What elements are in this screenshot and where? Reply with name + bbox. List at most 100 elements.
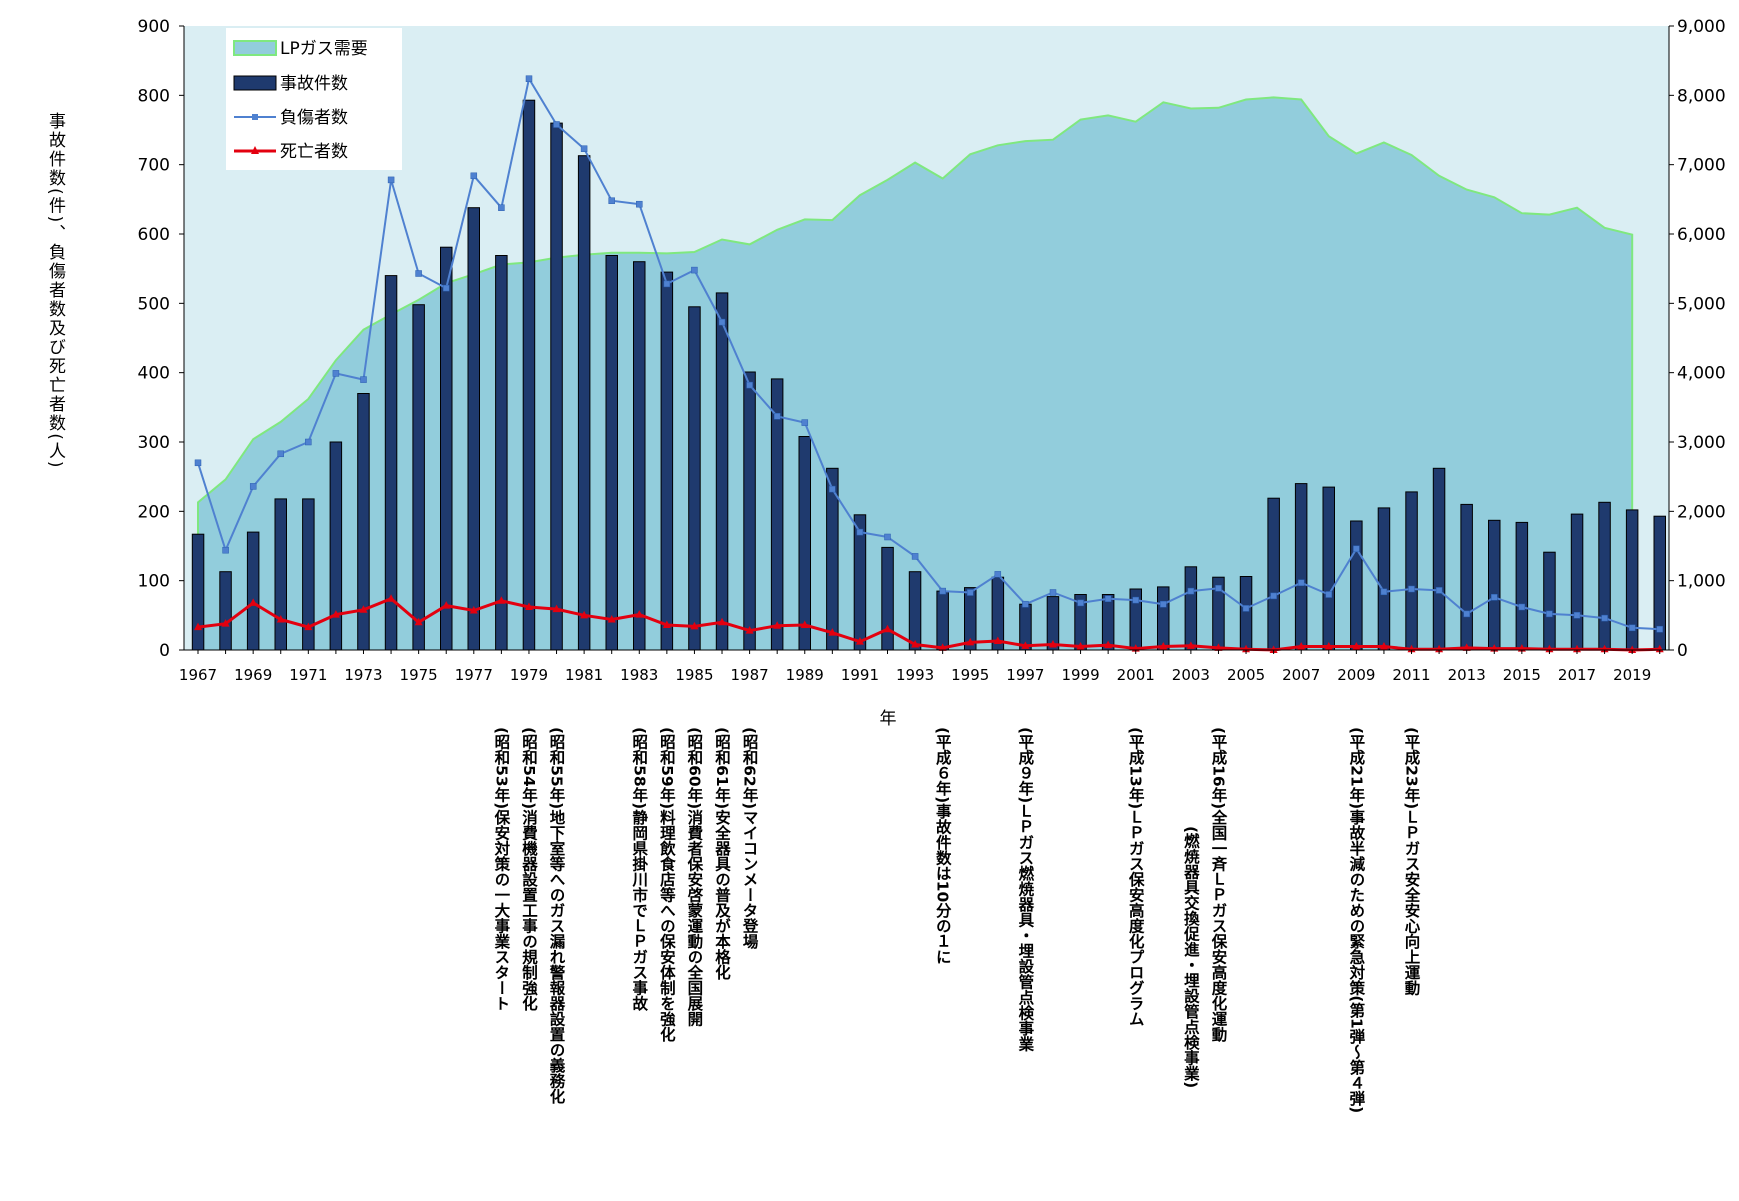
injured-point-1983 [636, 200, 643, 208]
bar-accidents-1993 [908, 571, 922, 651]
deaths-point-2010 [1379, 642, 1388, 650]
deaths-point-1972 [331, 610, 340, 618]
deaths-point-1988 [773, 621, 782, 629]
y-left-tick-label: 100 [138, 572, 170, 592]
injured-line [197, 76, 1660, 631]
bar-accidents-2007 [1294, 483, 1308, 651]
x-tick-label: 2003 [1172, 666, 1210, 684]
bar-accidents-1984 [660, 271, 674, 651]
injured-point-1976 [442, 284, 450, 292]
deaths-point-1968 [221, 619, 230, 627]
deaths-point-1981 [580, 610, 589, 619]
deaths-point-2000 [1104, 640, 1113, 649]
deaths-point-1978 [497, 596, 506, 604]
bar-accidents-2005 [1239, 576, 1253, 651]
y-right-tick-label: 9,000 [1677, 17, 1726, 37]
injured-point-2011 [1408, 585, 1415, 593]
deaths-point-1980 [552, 604, 561, 613]
annotation-1985: (昭和60年)消費者保安啓蒙運動の全国展開 [685, 727, 704, 1027]
annotation-1987: (昭和62年)マイコンメータ登場 [740, 727, 759, 949]
x-tick-label: 2009 [1337, 666, 1375, 684]
injured-point-1974 [387, 176, 395, 184]
deaths-point-1973 [359, 605, 368, 613]
injured-point-1984 [663, 280, 671, 288]
annotation-1984: (昭和59年)料理飲食店等への保安体制を強化 [657, 727, 676, 1042]
legend-marker-injured [252, 114, 258, 120]
annotation-2001: (平成13年)ＬＰガス保安高度化プログラム [1126, 727, 1145, 1027]
injured-point-2015 [1518, 603, 1526, 611]
injured-point-2007 [1297, 579, 1305, 586]
injured-point-2012 [1435, 587, 1443, 594]
bar-accidents-2003 [1184, 566, 1198, 651]
deaths-point-1969 [249, 598, 258, 606]
y-right-tick-label: 8,000 [1677, 86, 1726, 106]
bar-accidents-1976 [440, 246, 453, 651]
y-left-tick-label: 0 [159, 641, 170, 661]
x-tick-label: 1967 [179, 666, 217, 684]
bar-accidents-1969 [246, 531, 260, 651]
lpgas-demand-edge [197, 96, 1634, 651]
y-axis-left-label: 事故件数(件)、負傷者数及び死亡者数(人) [45, 112, 65, 470]
x-tick-label: 1969 [234, 666, 272, 684]
injured-point-1973 [360, 376, 367, 383]
x-tick-label: 1985 [675, 666, 713, 684]
deaths-point-1982 [607, 614, 616, 623]
injured-point-1986 [718, 318, 726, 326]
injured-point-2006 [1270, 592, 1277, 600]
injured-point-2002 [1160, 600, 1167, 608]
injured-point-2009 [1353, 545, 1360, 553]
injured-point-2005 [1242, 605, 1250, 612]
injured-point-1977 [470, 172, 478, 180]
bar-accidents-1972 [329, 441, 343, 651]
injured-point-1970 [277, 450, 284, 458]
deaths-point-2009 [1352, 642, 1361, 650]
bar-accidents-1979 [522, 99, 536, 651]
deaths-point-1995 [966, 637, 975, 646]
deaths-line [197, 596, 1660, 652]
x-tick-label: 1973 [344, 666, 382, 684]
deaths-point-1974 [387, 594, 396, 602]
injured-point-2019 [1628, 624, 1636, 632]
deaths-point-1977 [469, 605, 478, 614]
injured-point-1985 [691, 266, 698, 274]
deaths-point-2013 [1462, 643, 1471, 651]
bar-accidents-2009 [1350, 520, 1363, 651]
y-right-tick-label: 3,000 [1677, 433, 1726, 453]
injured-point-1975 [415, 270, 422, 277]
annotation-1979: (昭和54年)消費機器設置工事の規制強化 [520, 727, 538, 1011]
injured-point-1971 [305, 438, 312, 446]
bar-accidents-2014 [1488, 519, 1501, 651]
y-left-tick-label: 500 [138, 294, 170, 314]
annotation-2003: (燃焼器具交換促進・埋設管点検事業) [1181, 826, 1200, 1089]
y-right-tick-label: 4,000 [1677, 364, 1726, 384]
injured-point-2004 [1215, 585, 1222, 592]
injured-point-1967 [194, 459, 202, 467]
bar-accidents-1986 [715, 292, 729, 651]
bar-accidents-1987 [743, 371, 756, 651]
y-left-tick-label: 300 [138, 433, 170, 453]
injured-point-1991 [856, 528, 864, 536]
bar-accidents-2017 [1570, 513, 1584, 651]
legend-swatch-demand [233, 40, 277, 56]
injured-point-1993 [911, 553, 919, 560]
annotation-1980: (昭和55年)地下室等へのガス漏れ警報器設置の義務化 [547, 727, 566, 1104]
injured-point-2017 [1573, 612, 1581, 619]
bar-accidents-1967 [191, 533, 205, 651]
injured-point-1997 [1022, 600, 1029, 608]
annotation-2009: (平成21年)事故半減のための緊急対策(第1弾～第４弾) [1347, 727, 1366, 1114]
injured-point-1987 [746, 381, 753, 389]
injured-point-1996 [994, 571, 1002, 578]
injured-point-1979 [525, 75, 533, 82]
injured-point-1995 [966, 589, 974, 596]
injured-point-1990 [829, 485, 836, 493]
bar-accidents-1968 [219, 571, 232, 651]
x-tick-label: 1981 [565, 666, 603, 684]
x-tick-label: 2005 [1227, 666, 1265, 684]
legend-label-deaths: 死亡者数 [280, 142, 348, 162]
bar-accidents-1982 [605, 255, 618, 651]
annotation-2004: (平成16年)全国一斉ＬＰガス保安高度化運動 [1209, 727, 1228, 1042]
deaths-point-1971 [304, 622, 313, 631]
injured-point-2020 [1656, 625, 1663, 633]
x-tick-label: 2015 [1503, 666, 1541, 684]
y-right-tick-label: 2,000 [1677, 502, 1726, 522]
